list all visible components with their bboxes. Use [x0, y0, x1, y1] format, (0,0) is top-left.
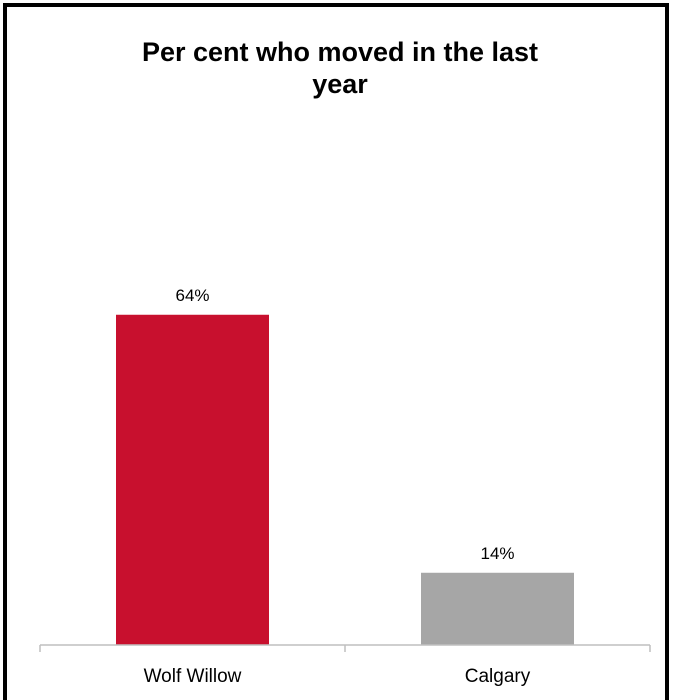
bar-group — [116, 314, 574, 645]
category-label-wolf-willow: Wolf Willow — [144, 666, 242, 687]
bar-calgary — [421, 572, 574, 645]
data-label-group: 64% 14% — [175, 286, 514, 563]
chart-title-line-2: year — [312, 69, 368, 99]
category-label-group: Wolf Willow Calgary — [144, 666, 531, 687]
x-axis-ticks — [39, 645, 651, 652]
chart-title-line-1: Per cent who moved in the last — [141, 37, 539, 67]
data-label-calgary: 14% — [480, 544, 514, 563]
data-label-wolf-willow: 64% — [175, 286, 209, 305]
chart-title: Per cent who moved in the last year — [0, 36, 673, 100]
category-label-calgary: Calgary — [465, 666, 531, 687]
bar-wolf-willow — [116, 314, 269, 645]
